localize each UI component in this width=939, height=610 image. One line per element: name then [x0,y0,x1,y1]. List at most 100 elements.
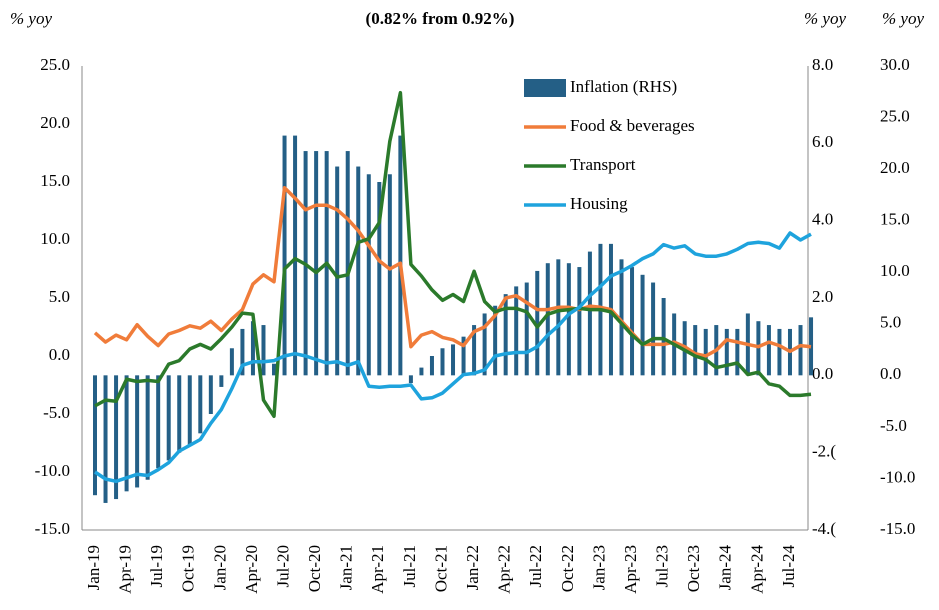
bar [493,305,498,376]
x-tick-label: Apr-22 [495,545,514,594]
x-tick-label: Jul-22 [526,545,545,588]
x-tick-label: Oct-22 [558,545,577,592]
bar [451,344,456,376]
bar [429,356,434,376]
x-tick-label: Apr-21 [368,545,387,594]
bar [630,267,635,376]
y2-tick-label: 0.0 [812,364,833,383]
x-tick-label: Jan-24 [716,545,735,591]
bar [208,375,213,414]
line [94,231,812,484]
y3-tick-label: 15.0 [880,210,910,229]
bar [661,298,666,376]
bar [440,348,445,376]
bar [198,375,203,434]
bar [766,325,771,376]
bar [556,259,561,376]
y2-tick-label: 8.0 [812,55,833,74]
y2-tick-label: -2.( [812,442,836,461]
bar [345,151,350,376]
bar [524,282,529,376]
bar [724,328,729,376]
chart-subtitle: (0.82% from 0.92%) [366,9,515,28]
bar [293,135,298,376]
legend-label: Housing [570,194,628,213]
bar [461,336,466,376]
bar [619,259,624,376]
bar [587,251,592,376]
bar [651,282,656,376]
x-tick-label: Jan-23 [589,545,608,590]
bar [156,375,161,469]
legend-label: Inflation (RHS) [570,77,677,96]
y2-tick-label: 4.0 [812,210,833,229]
bar [135,375,140,488]
bar [398,135,403,376]
y-tick-label: 10.0 [40,229,70,248]
bar [703,328,708,376]
bar [335,166,340,376]
y-tick-label: 15.0 [40,171,70,190]
bar [124,375,129,492]
y3-tick-label: -15.0 [880,519,915,538]
x-tick-label: Jan-20 [210,545,229,590]
bar [577,267,582,376]
bar [229,348,234,376]
y-tick-label: 5.0 [49,287,70,306]
x-tick-label: Oct-20 [305,545,324,592]
bar [693,325,698,376]
bar [408,375,413,384]
bar [145,375,150,480]
legend-label: Transport [570,155,636,174]
y-tick-label: 25.0 [40,55,70,74]
bar [503,294,508,376]
bar [472,325,477,376]
y3-tick-label: 5.0 [880,313,901,332]
bar [240,328,245,376]
bar [282,135,287,376]
x-tick-label: Apr-23 [621,545,640,594]
y3-tick-label: -10.0 [880,467,915,486]
bar [482,313,487,376]
bar [640,274,645,376]
y3-tick-label: 10.0 [880,261,910,280]
x-tick-label: Jan-19 [84,545,103,590]
y3-tick-label: 20.0 [880,158,910,177]
x-tick-label: Oct-19 [179,545,198,592]
y3-tick-label: 0.0 [880,364,901,383]
legend-label: Food & beverages [570,116,695,135]
bar [366,174,371,376]
y2-tick-label: 6.0 [812,132,833,151]
y3-unit: % yoy [882,9,924,28]
y2-tick-label: -4.( [812,519,836,538]
x-tick-label: Jul-21 [400,545,419,588]
y3-tick-label: 30.0 [880,55,910,74]
x-tick-label: Jan-22 [463,545,482,590]
y-tick-label: 20.0 [40,113,70,132]
bar [545,263,550,376]
y2-unit: % yoy [804,9,846,28]
bar [377,182,382,376]
bar [314,151,319,376]
x-tick-label: Jul-20 [273,545,292,588]
y3-tick-label: 25.0 [880,106,910,125]
bar [387,174,392,376]
bar [114,375,119,500]
bar [93,375,97,496]
line [94,90,812,419]
y-tick-label: -15.0 [35,519,70,538]
bar [514,286,519,376]
bar [272,363,277,376]
x-tick-label: Oct-21 [431,545,450,592]
x-tick-label: Jan-21 [337,545,356,590]
bar [809,317,814,376]
bar [219,375,224,387]
bar [177,375,182,453]
bar [166,375,171,461]
x-tick-label: Apr-19 [115,545,134,594]
x-tick-label: Apr-20 [242,545,261,594]
bar [261,325,266,376]
bar [103,375,108,503]
legend-swatch [524,79,566,97]
